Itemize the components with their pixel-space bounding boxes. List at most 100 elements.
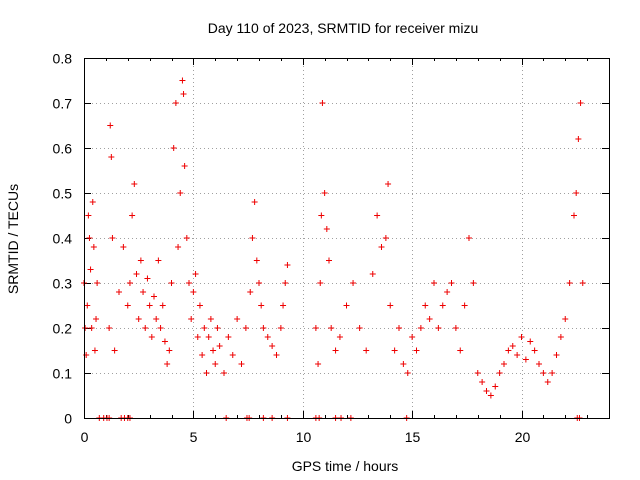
data-point xyxy=(417,325,424,331)
data-point xyxy=(251,199,258,205)
data-point xyxy=(527,338,534,345)
data-point xyxy=(249,235,256,241)
data-point xyxy=(577,100,584,106)
data-point xyxy=(180,91,187,97)
x-tick-label: 10 xyxy=(296,429,312,445)
data-point xyxy=(221,370,227,376)
y-tick-label: 0.3 xyxy=(53,276,73,292)
data-point xyxy=(129,212,136,219)
data-point xyxy=(157,325,164,331)
chart-title: Day 110 of 2023, SRMTID for receiver miz… xyxy=(208,20,479,36)
data-point xyxy=(201,325,208,331)
data-point xyxy=(562,316,569,322)
data-point xyxy=(106,325,113,331)
data-point xyxy=(144,275,151,282)
y-tick-label: 0.6 xyxy=(53,141,73,157)
data-point xyxy=(505,347,512,354)
data-point xyxy=(260,325,267,331)
data-point xyxy=(336,334,343,340)
data-point xyxy=(161,338,168,345)
data-point xyxy=(186,280,192,286)
data-point xyxy=(194,334,201,340)
data-point xyxy=(212,361,219,367)
data-point xyxy=(146,302,153,309)
data-point xyxy=(273,352,280,358)
y-tick-label: 0.1 xyxy=(53,366,73,382)
data-point xyxy=(312,325,319,331)
data-point xyxy=(332,347,339,354)
data-point xyxy=(391,347,398,354)
data-point xyxy=(356,325,363,331)
data-point xyxy=(387,302,394,309)
tick-labels: 0 0.1 0.2 0.3 0.4 0.5 0.6 0.7 0.8 0 5 10 15 20 xyxy=(53,51,531,446)
data-point xyxy=(321,190,328,196)
data-point xyxy=(326,257,332,264)
data-point xyxy=(522,356,529,363)
data-point xyxy=(396,325,402,331)
data-point xyxy=(422,302,429,309)
data-point xyxy=(277,325,284,331)
data-point xyxy=(203,370,210,376)
data-points xyxy=(81,77,586,421)
data-point xyxy=(531,347,538,354)
data-point xyxy=(91,347,98,354)
data-point xyxy=(540,370,547,376)
axis-ticks xyxy=(84,58,609,419)
data-point xyxy=(470,280,477,286)
data-point xyxy=(573,190,580,196)
x-tick-label: 0 xyxy=(81,429,89,445)
data-point xyxy=(190,289,197,295)
data-point xyxy=(363,347,370,354)
data-point xyxy=(536,361,542,367)
data-point xyxy=(317,280,324,286)
data-point xyxy=(155,257,162,264)
data-point xyxy=(216,343,223,349)
data-point xyxy=(85,212,92,219)
x-tick-label: 20 xyxy=(515,429,531,445)
y-tick-label: 0 xyxy=(64,411,72,427)
data-point xyxy=(269,343,276,349)
data-point xyxy=(84,302,91,309)
y-tick-label: 0.5 xyxy=(53,186,73,202)
data-point xyxy=(284,262,291,268)
data-point xyxy=(492,383,499,390)
data-point xyxy=(566,280,573,286)
data-point xyxy=(369,271,376,277)
y-axis-label: SRMTID / TECUs xyxy=(5,184,21,294)
data-point xyxy=(378,244,385,250)
data-point xyxy=(253,257,260,264)
data-point xyxy=(238,361,245,367)
data-point xyxy=(88,325,95,331)
data-point xyxy=(192,271,199,277)
data-point xyxy=(164,361,171,367)
data-point xyxy=(557,334,564,340)
data-point xyxy=(461,302,468,309)
data-point xyxy=(135,316,142,322)
data-point xyxy=(142,325,149,331)
data-point xyxy=(413,347,420,354)
data-point xyxy=(199,352,206,358)
data-point xyxy=(86,235,93,241)
data-point xyxy=(168,280,175,286)
data-point xyxy=(256,280,262,286)
data-point xyxy=(172,100,179,106)
data-point xyxy=(131,181,138,187)
data-point xyxy=(166,347,173,354)
data-point xyxy=(431,280,437,286)
data-point xyxy=(479,379,486,385)
data-point xyxy=(571,212,577,219)
data-point xyxy=(549,370,556,376)
x-tick-label: 5 xyxy=(190,429,198,445)
data-point xyxy=(177,190,184,196)
data-point xyxy=(400,361,407,367)
data-point xyxy=(205,334,212,340)
data-point xyxy=(579,280,586,286)
data-point xyxy=(323,226,330,232)
data-point xyxy=(242,325,249,331)
data-point xyxy=(474,370,481,376)
data-point xyxy=(175,244,182,250)
data-point xyxy=(483,388,490,394)
data-point xyxy=(452,325,459,331)
data-point xyxy=(247,289,254,295)
